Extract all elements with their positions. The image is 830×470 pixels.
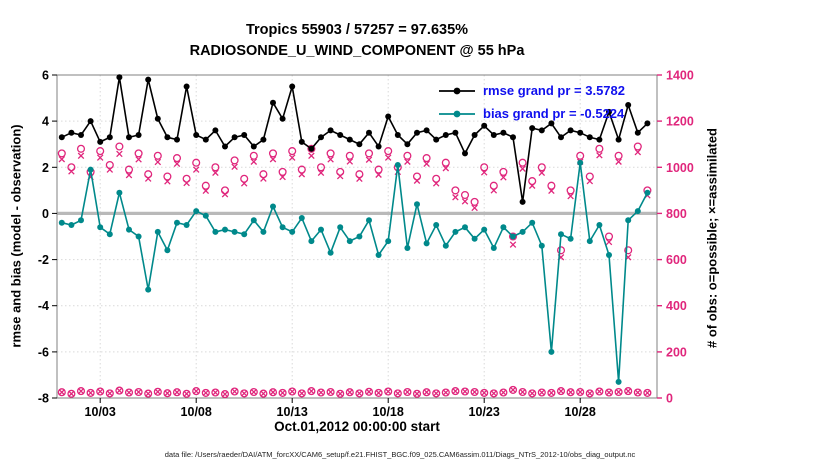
legend-item-rmse: rmse grand pr = 3.5782: [438, 79, 625, 102]
svg-text:-6: -6: [38, 345, 49, 359]
bias-line-sample-icon: [439, 110, 475, 117]
svg-text:4: 4: [42, 115, 49, 129]
svg-text:10/08: 10/08: [181, 405, 212, 419]
svg-text:-4: -4: [38, 299, 49, 313]
x-axis-ticks: 10/03 10/08 10/13 10/18 10/23 10/28: [85, 398, 596, 419]
figure-title-ratio: Tropics 55903 / 57257 = 97.635%: [245, 22, 469, 38]
svg-text:0: 0: [666, 392, 673, 406]
svg-text:-2: -2: [38, 253, 49, 267]
svg-text:600: 600: [666, 253, 687, 267]
legend: rmse grand pr = 3.5782 bias grand pr = -…: [438, 79, 625, 125]
svg-text:200: 200: [666, 345, 687, 359]
n-possible-series: [57, 142, 652, 255]
svg-text:10/28: 10/28: [565, 405, 596, 419]
y-axis-right-label: # of obs: o=possible; ×=assimilated: [704, 128, 720, 348]
n-possible-minus-assimilated-series: [57, 385, 652, 399]
rmse-line-sample-icon: [439, 87, 475, 94]
y-axis-left-label: rmse and bias (model - observation): [8, 124, 24, 348]
data-file-caption: data file: /Users/raeder/DAI/ATM_forcXX/…: [164, 450, 636, 459]
svg-text:10/23: 10/23: [469, 405, 500, 419]
svg-text:1400: 1400: [666, 69, 694, 83]
n-assimilated-series: [58, 148, 651, 261]
rmse-series: [58, 74, 651, 205]
bias-series: [58, 159, 651, 385]
legend-label-bias: bias grand pr = -0.5224: [483, 106, 625, 121]
svg-text:0: 0: [42, 207, 49, 221]
legend-label-rmse: rmse grand pr = 3.5782: [483, 83, 625, 98]
y-axis-right-ticks: 0 200 400 600 800 1000 1200 1400: [657, 69, 694, 406]
svg-text:10/18: 10/18: [373, 405, 404, 419]
y-axis-left-ticks: -8 -6 -4 -2 0 2 4 6: [38, 69, 57, 406]
svg-text:1200: 1200: [666, 115, 694, 129]
svg-text:-8: -8: [38, 392, 49, 406]
x-axis-label: Oct.01,2012 00:00:00 start: [274, 419, 440, 434]
svg-text:800: 800: [666, 207, 687, 221]
legend-item-bias: bias grand pr = -0.5224: [438, 102, 625, 125]
svg-text:2: 2: [42, 161, 49, 175]
svg-text:1000: 1000: [666, 161, 694, 175]
svg-text:6: 6: [42, 69, 49, 83]
plot-frame: [56, 74, 658, 399]
figure-title-variable: RADIOSONDE_U_WIND_COMPONENT @ 55 hPa: [189, 43, 525, 59]
svg-text:10/13: 10/13: [277, 405, 308, 419]
svg-text:10/03: 10/03: [85, 405, 116, 419]
svg-text:400: 400: [666, 299, 687, 313]
